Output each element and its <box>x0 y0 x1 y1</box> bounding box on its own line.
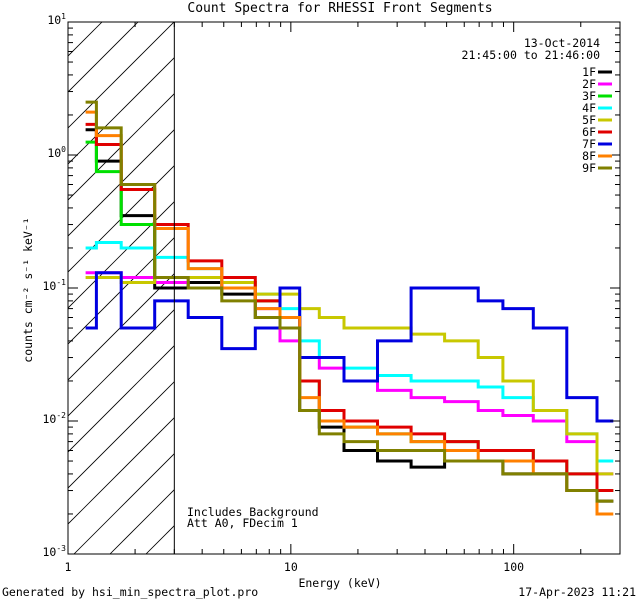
y-tick-label: 10-1 <box>42 278 67 293</box>
chart-title: Count Spectra for RHESSI Front Segments <box>187 1 493 16</box>
y-tick-label: 10-2 <box>42 411 67 426</box>
hatch-line <box>604 0 640 600</box>
series-line-5F <box>85 276 614 476</box>
time-range: 21:45:00 to 21:46:00 <box>461 48 600 62</box>
series-line-9F <box>85 100 614 503</box>
annotation-background: Includes Background <box>187 505 319 519</box>
y-tick-label: 10-3 <box>42 544 67 559</box>
y-tick-label: 100 <box>47 145 66 160</box>
hatch-line <box>109 489 175 554</box>
hatch-line <box>0 0 16 600</box>
legend-label-6F: 6F <box>582 125 596 139</box>
hatch-line <box>68 417 175 525</box>
legend-label-4F: 4F <box>582 101 596 115</box>
timestamp: 17-Apr-2023 11:21 <box>518 585 636 599</box>
observation-date: 13-Oct-2014 <box>523 36 600 50</box>
legend-label-3F: 3F <box>582 89 596 103</box>
hatch-line <box>388 0 640 600</box>
legend-label-8F: 8F <box>582 149 596 163</box>
generated-by-text: Generated by hsi_min_spectra_plot.pro <box>2 585 259 599</box>
legend-label-7F: 7F <box>582 137 596 151</box>
y-tick-label: 101 <box>47 12 66 27</box>
y-axis-label: counts cm⁻² s⁻¹ keV⁻¹ <box>21 217 35 363</box>
hatch-line <box>424 0 640 600</box>
series-line-7F <box>85 271 614 423</box>
hatch-line <box>68 201 175 309</box>
legend-label-9F: 9F <box>582 161 596 175</box>
hatch-line <box>68 273 175 381</box>
hatch-line <box>68 93 175 201</box>
hatch-line <box>68 22 175 129</box>
legend-label-5F: 5F <box>582 113 596 127</box>
x-tick-label: 100 <box>503 560 525 574</box>
hatch-line <box>73 453 175 554</box>
hatch-line <box>496 0 640 600</box>
legend-label-2F: 2F <box>582 77 596 91</box>
x-tick-label: 1 <box>64 560 72 574</box>
series-line-2F <box>85 271 614 476</box>
hatch-line <box>68 57 175 165</box>
hatch-line <box>68 22 103 57</box>
hatch-line <box>568 0 640 600</box>
hatch-line <box>68 237 175 345</box>
x-axis-label: Energy (keV) <box>298 576 382 590</box>
annotation-attenuator: Att A0, FDecim 1 <box>187 516 298 530</box>
hatch-line <box>0 0 88 600</box>
legend-label-1F: 1F <box>582 65 596 79</box>
x-tick-label: 10 <box>283 560 298 574</box>
